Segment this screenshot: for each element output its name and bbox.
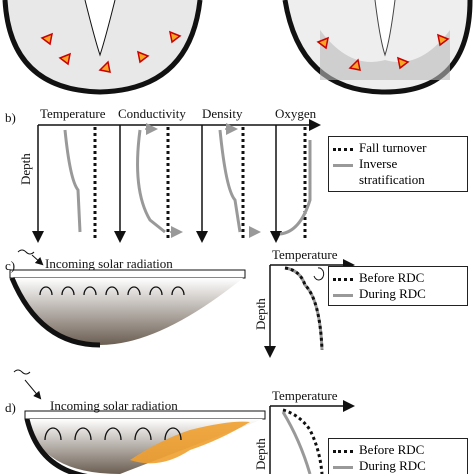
legend: Fall turnover Inverse stratification bbox=[328, 136, 468, 192]
legend-label: Before RDC bbox=[359, 270, 425, 285]
legend-label: Before RDC bbox=[359, 442, 425, 457]
axis-label: Depth bbox=[253, 438, 268, 470]
radiation-label: Incoming solar radiation bbox=[50, 398, 178, 413]
legend: Before RDC During RDC bbox=[328, 438, 468, 474]
legend-label: Fall turnover bbox=[359, 140, 427, 155]
axis-label: Depth bbox=[253, 298, 268, 330]
column-title: Oxygen bbox=[275, 106, 317, 121]
panel-label: c) bbox=[5, 258, 15, 273]
legend-label: Inverse stratification bbox=[359, 156, 425, 187]
legend: Before RDC During RDC bbox=[328, 266, 468, 306]
radiation-label: Incoming solar radiation bbox=[45, 256, 173, 271]
panel-d bbox=[13, 369, 355, 474]
panel-label: d) bbox=[5, 400, 16, 415]
legend-label: During RDC bbox=[359, 458, 426, 473]
column-title: Conductivity bbox=[118, 106, 186, 121]
panel-label: b) bbox=[5, 110, 16, 125]
profile-title: Temperature bbox=[272, 388, 338, 403]
panel-c bbox=[9, 249, 355, 358]
column-title: Density bbox=[202, 106, 243, 121]
axis-label: Depth bbox=[18, 153, 33, 185]
legend-label: During RDC bbox=[359, 286, 426, 301]
panel-a bbox=[2, 0, 473, 95]
profile-title: Temperature bbox=[272, 247, 338, 262]
column-title: Temperature bbox=[40, 106, 106, 121]
panel-b bbox=[32, 119, 321, 243]
